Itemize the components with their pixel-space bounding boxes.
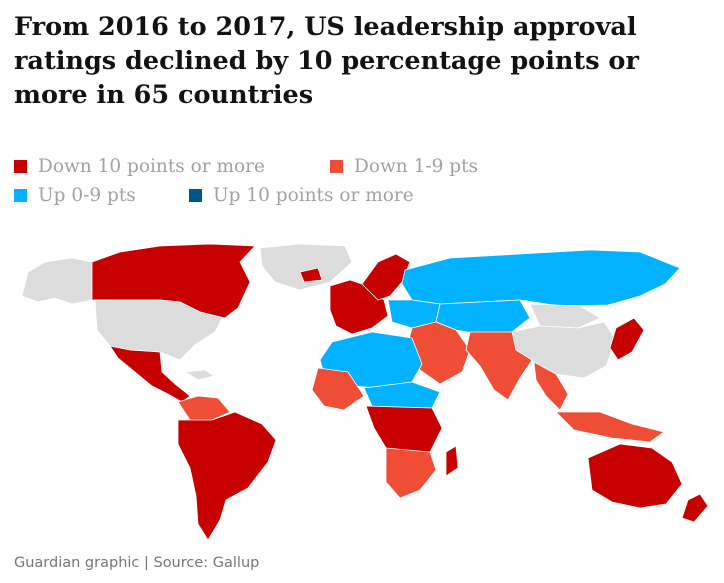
legend-label: Down 10 points or more: [38, 156, 265, 177]
legend-item-up-0-9: Up 0-9 pts: [14, 185, 136, 206]
legend-swatch: [330, 160, 343, 173]
legend-item-up-10-plus: Up 10 points or more: [189, 185, 414, 206]
region-australia: [587, 443, 683, 509]
world-choropleth-map: [21, 243, 709, 541]
region-southeast-asia: [533, 361, 569, 411]
region-west-africa: [311, 367, 365, 411]
chart-title: From 2016 to 2017, US leadership approva…: [14, 12, 639, 110]
region-caribbean: [184, 369, 215, 381]
legend-swatch: [189, 189, 202, 202]
region-russia: [401, 249, 681, 307]
region-greenland: [259, 243, 353, 291]
legend-swatch: [14, 189, 27, 202]
source-credit: Guardian graphic | Source: Gallup: [14, 555, 260, 571]
legend-swatch: [14, 160, 27, 173]
region-mexico-central-america: [109, 345, 191, 403]
region-south-asia: [465, 331, 533, 401]
region-sahel: [363, 381, 441, 411]
region-new-zealand: [681, 493, 709, 523]
legend-item-down-1-9: Down 1-9 pts: [330, 156, 478, 177]
region-madagascar: [445, 445, 459, 477]
region-iceland: [299, 267, 323, 283]
region-japan-korea: [609, 317, 645, 361]
legend-label: Up 10 points or more: [213, 185, 414, 206]
legend-label: Up 0-9 pts: [38, 185, 136, 206]
region-alaska: [21, 257, 93, 305]
legend-label: Down 1-9 pts: [354, 156, 479, 177]
region-southern-africa: [385, 447, 437, 499]
region-mongolia: [529, 303, 601, 329]
region-south-america: [177, 411, 277, 541]
region-indonesia-philippines: [555, 411, 665, 443]
legend-item-down-10-plus: Down 10 points or more: [14, 156, 265, 177]
region-china: [511, 321, 617, 379]
